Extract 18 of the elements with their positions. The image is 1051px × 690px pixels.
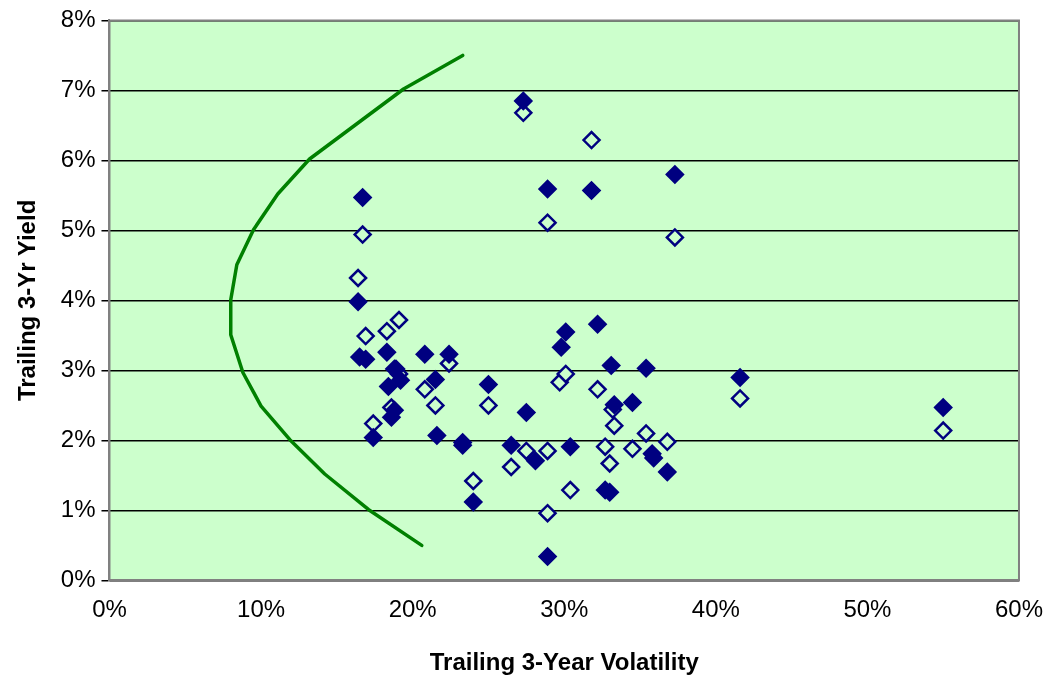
x-tick-label: 30% (540, 595, 589, 623)
y-tick-label: 2% (60, 425, 96, 453)
y-tick-label: 1% (60, 495, 96, 523)
x-tick-label: 50% (843, 595, 892, 623)
y-tick-label: 6% (60, 145, 96, 173)
y-tick-label: 5% (60, 215, 96, 243)
y-tick-label: 0% (60, 565, 96, 593)
x-tick-label: 60% (994, 595, 1044, 623)
x-tick-label: 0% (92, 595, 127, 623)
x-tick-label: 10% (237, 595, 286, 623)
y-tick-label: 3% (60, 355, 96, 383)
x-tick-label: 40% (691, 595, 740, 623)
y-tick-label: 4% (60, 285, 96, 313)
y-axis-title: Trailing 3-Yr Yield (13, 199, 41, 402)
y-tick-label: 8% (60, 5, 96, 33)
y-tick-label: 7% (60, 75, 96, 103)
x-tick-label: 20% (388, 595, 437, 623)
x-axis-title: Trailing 3-Year Volatility (429, 648, 700, 676)
